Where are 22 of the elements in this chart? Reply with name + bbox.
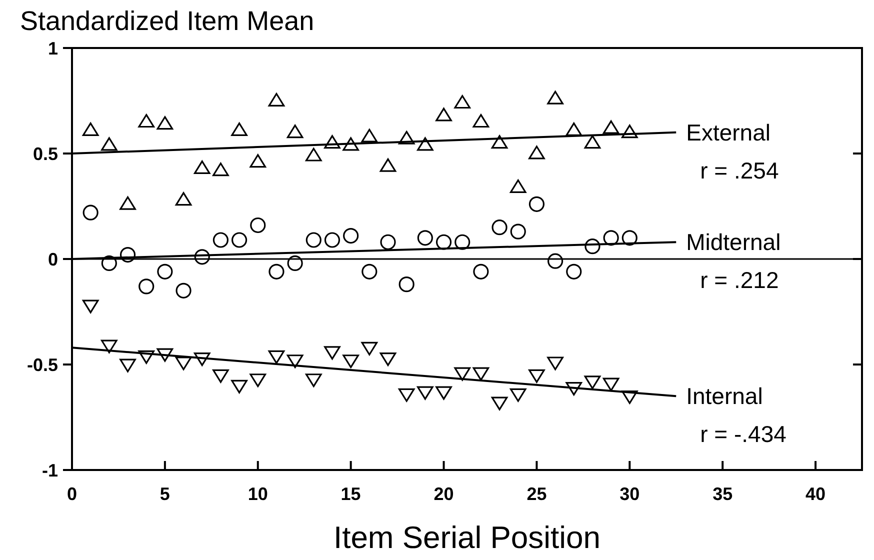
y-tick-label: -0.5 (26, 354, 58, 375)
x-tick-label: 40 (806, 484, 826, 504)
x-tick-label: 35 (712, 484, 733, 504)
text: Midternal (686, 229, 781, 256)
x-tick-label: 5 (160, 484, 170, 504)
x-tick-label: 30 (620, 484, 640, 504)
y-tick-label: -1 (42, 460, 58, 480)
x-tick-label: 15 (340, 484, 361, 504)
text: External (686, 119, 770, 146)
x-tick-label: 25 (526, 484, 547, 504)
annotation: r = .254 (700, 157, 779, 184)
y-tick-label: 0.5 (32, 144, 58, 164)
x-axis-title: Item Serial Position (333, 520, 601, 555)
y-tick-label: 0 (48, 249, 58, 270)
x-tick-label: 20 (434, 484, 454, 504)
chart-title: Standardized Item Mean (20, 6, 314, 36)
annotation: r = -.434 (700, 421, 787, 448)
y-tick-label: 1 (48, 38, 58, 58)
x-tick-label: 10 (248, 484, 268, 504)
text: Internal (686, 383, 763, 410)
x-tick-label: 0 (66, 484, 78, 504)
annotation: r = .212 (700, 267, 779, 294)
